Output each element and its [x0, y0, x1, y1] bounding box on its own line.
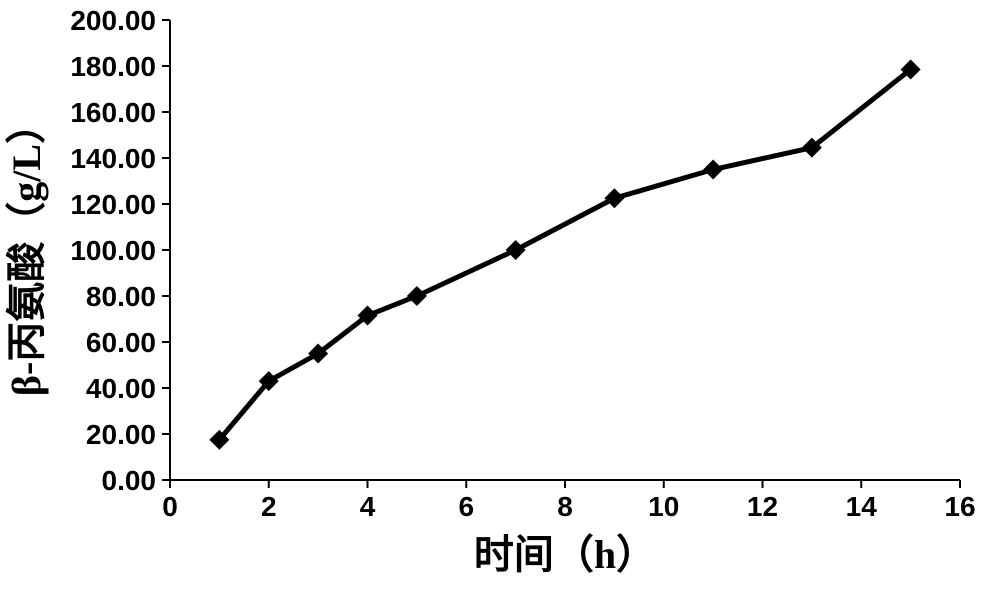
chart-container: 0.00 20.00 40.00 60.00 80.00 100.00 120.00 140.…	[0, 0, 1000, 597]
data-marker	[407, 286, 427, 306]
y-tick-label: 200.00	[70, 5, 156, 36]
y-tick-label: 80.00	[86, 281, 156, 312]
x-tick-label: 0	[162, 491, 178, 522]
x-tick-label: 2	[261, 491, 277, 522]
y-tick-label: 0.00	[102, 465, 157, 496]
x-tick-label: 4	[360, 491, 376, 522]
y-tick-label: 20.00	[86, 419, 156, 450]
line-chart: 0.00 20.00 40.00 60.00 80.00 100.00 120.00 140.…	[0, 0, 1000, 597]
x-axis-title: 时间（h）	[474, 532, 656, 577]
data-line	[219, 69, 910, 439]
x-tick-label: 14	[846, 491, 878, 522]
data-marker	[703, 160, 723, 180]
x-tick-label: 8	[557, 491, 573, 522]
y-tick-label: 120.00	[70, 189, 156, 220]
x-tick-label: 12	[747, 491, 778, 522]
x-tick-label: 6	[458, 491, 474, 522]
y-tick-label: 140.00	[70, 143, 156, 174]
data-marker	[506, 240, 526, 260]
y-tick-label: 60.00	[86, 327, 156, 358]
y-tick-label: 100.00	[70, 235, 156, 266]
y-axis-title: β-丙氨酸（g/L）	[4, 104, 49, 396]
x-tick-label: 16	[944, 491, 975, 522]
data-marker	[604, 188, 624, 208]
y-tick-label: 180.00	[70, 51, 156, 82]
x-tick-label: 10	[648, 491, 679, 522]
y-tick-label: 40.00	[86, 373, 156, 404]
y-tick-label: 160.00	[70, 97, 156, 128]
